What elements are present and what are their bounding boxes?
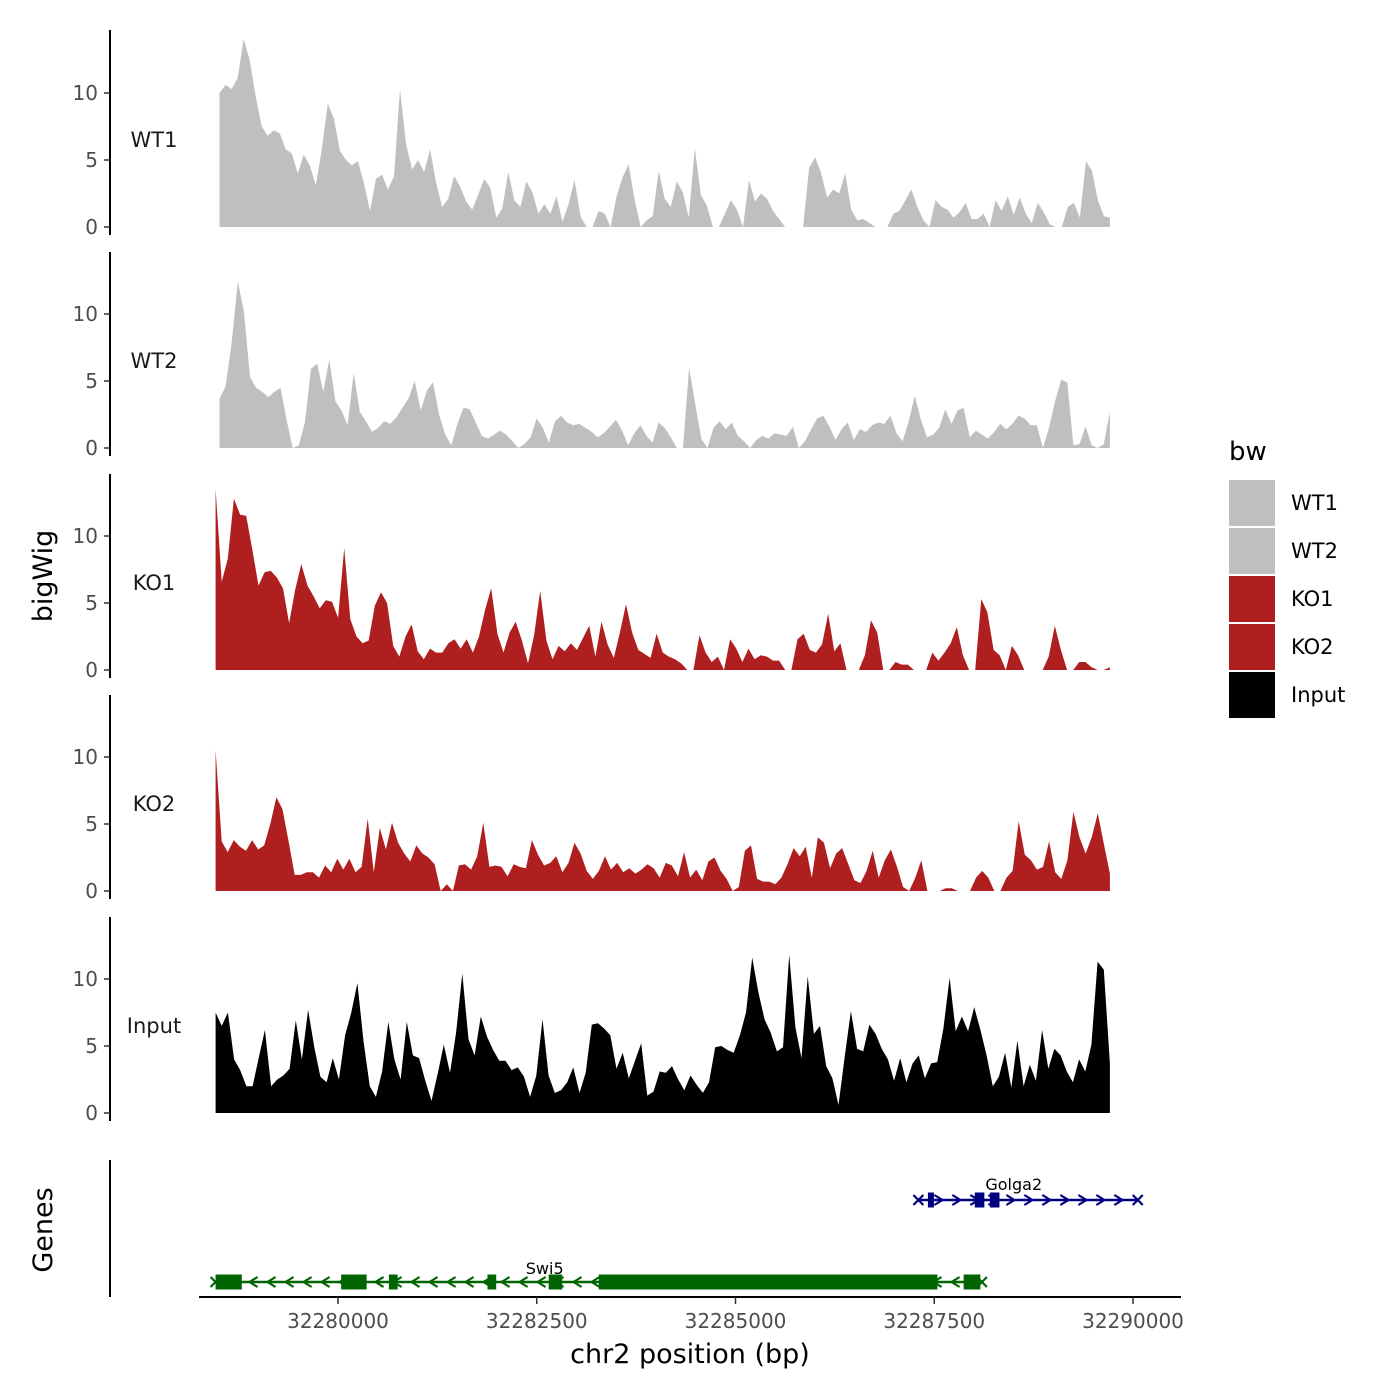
gene-end-marker (209, 1276, 222, 1288)
strand-arrow (571, 1276, 583, 1288)
track-label: WT2 (131, 349, 178, 373)
exon (487, 1274, 497, 1290)
x-tick-label: 32285000 (685, 1309, 787, 1333)
x-axis: 32280000 32282500 32285000 32287500 32290000 (199, 1296, 1184, 1333)
legend-title: bw (1229, 437, 1267, 467)
y-tick-label: 10 (73, 81, 98, 105)
legend-label: WT1 (1291, 491, 1338, 515)
x-tick-label: 32282500 (486, 1309, 588, 1333)
track-wt2: 0 5 10 WT2 (73, 252, 1110, 460)
y-tick-label: 0 (85, 436, 98, 460)
strand-arrow (1023, 1194, 1035, 1206)
y-tick-label: 10 (73, 524, 98, 548)
strand-arrow (1005, 1194, 1017, 1206)
strand-arrow (589, 1276, 601, 1288)
strand-arrow (949, 1276, 961, 1288)
strand-arrow (951, 1194, 963, 1206)
tracks-group: 0 5 10 WT1 0 5 10 WT2 0 5 10 KO1 0 5 10 KO2 0 5 10 Input (73, 30, 1110, 1125)
gene-end-marker (976, 1276, 988, 1288)
y-tick-label: 10 (73, 302, 98, 326)
y-tick-label: 5 (85, 1034, 98, 1058)
strand-arrow (535, 1276, 547, 1288)
strand-arrow (409, 1276, 421, 1288)
strand-arrow (427, 1276, 439, 1288)
y-tick-label: 10 (73, 967, 98, 991)
coverage-area-ko2 (215, 750, 1110, 891)
y-tick-label: 0 (85, 215, 98, 239)
y-tick-label: 0 (85, 879, 98, 903)
strand-arrow (463, 1276, 475, 1288)
gene-end-marker (1131, 1194, 1144, 1206)
strand-arrow (283, 1276, 295, 1288)
exon (215, 1274, 242, 1290)
legend-label: KO2 (1291, 635, 1334, 659)
exon (388, 1274, 398, 1290)
strand-arrow (445, 1276, 457, 1288)
y-axis-title: bigWig (28, 530, 59, 623)
gene-track-label: Genes (28, 1187, 59, 1272)
strand-arrow (265, 1276, 277, 1288)
legend-key-ko2 (1229, 624, 1275, 670)
coverage-area-input (215, 954, 1110, 1113)
gene-golga2: Golga2 (912, 1175, 1144, 1208)
legend: bw WT1 WT2 KO1 KO2 Input (1229, 437, 1345, 718)
track-wt1: 0 5 10 WT1 (73, 30, 1110, 239)
x-tick-label: 32280000 (287, 1309, 389, 1333)
strand-arrow (1095, 1194, 1107, 1206)
legend-key-wt1 (1229, 480, 1275, 526)
y-tick-label: 5 (85, 148, 98, 172)
exon (963, 1274, 981, 1290)
track-label: WT1 (131, 128, 178, 152)
track-label: KO1 (133, 571, 176, 595)
y-tick-label: 0 (85, 658, 98, 682)
strand-arrow (1059, 1194, 1071, 1206)
x-axis-title: chr2 position (bp) (570, 1339, 810, 1370)
track-ko1: 0 5 10 KO1 (73, 474, 1110, 682)
strand-arrow (301, 1276, 313, 1288)
x-tick-label: 32290000 (1082, 1309, 1184, 1333)
legend-label: Input (1291, 683, 1345, 707)
y-tick-label: 5 (85, 369, 98, 393)
strand-arrow (517, 1276, 529, 1288)
gene-swi5: Swi5 (209, 1259, 988, 1290)
gene-name-label: Swi5 (526, 1259, 564, 1278)
strand-arrow (499, 1276, 511, 1288)
strand-arrow (373, 1276, 385, 1288)
y-tick-label: 10 (73, 745, 98, 769)
strand-arrow (1041, 1194, 1053, 1206)
strand-arrow (1077, 1194, 1089, 1206)
exon (341, 1274, 367, 1290)
gene-name-label: Golga2 (985, 1175, 1042, 1194)
exon (974, 1192, 985, 1208)
exon (989, 1192, 1000, 1208)
legend-key-wt2 (1229, 528, 1275, 574)
y-tick-label: 5 (85, 591, 98, 615)
track-ko2: 0 5 10 KO2 (73, 695, 1110, 903)
legend-key-ko1 (1229, 576, 1275, 622)
exon (927, 1192, 934, 1208)
coverage-area-wt1 (219, 39, 1110, 228)
coverage-area-ko1 (215, 489, 1110, 670)
legend-key-input (1229, 672, 1275, 718)
gene-end-marker (912, 1194, 925, 1206)
legend-label: WT2 (1291, 539, 1338, 563)
coverage-area-wt2 (219, 281, 1110, 448)
track-label: KO2 (133, 792, 176, 816)
y-tick-label: 5 (85, 812, 98, 836)
y-tick-label: 0 (85, 1101, 98, 1125)
track-label: Input (127, 1014, 181, 1038)
strand-arrow (319, 1276, 331, 1288)
strand-arrow (247, 1276, 259, 1288)
legend-label: KO1 (1291, 587, 1334, 611)
strand-arrow (1113, 1194, 1125, 1206)
exon (598, 1274, 938, 1290)
strand-arrow (933, 1194, 945, 1206)
exon (548, 1274, 563, 1290)
gene-track: Swi5 Golga2 (109, 1160, 1144, 1297)
track-input: 0 5 10 Input (73, 917, 1110, 1125)
x-tick-label: 32287500 (883, 1309, 985, 1333)
